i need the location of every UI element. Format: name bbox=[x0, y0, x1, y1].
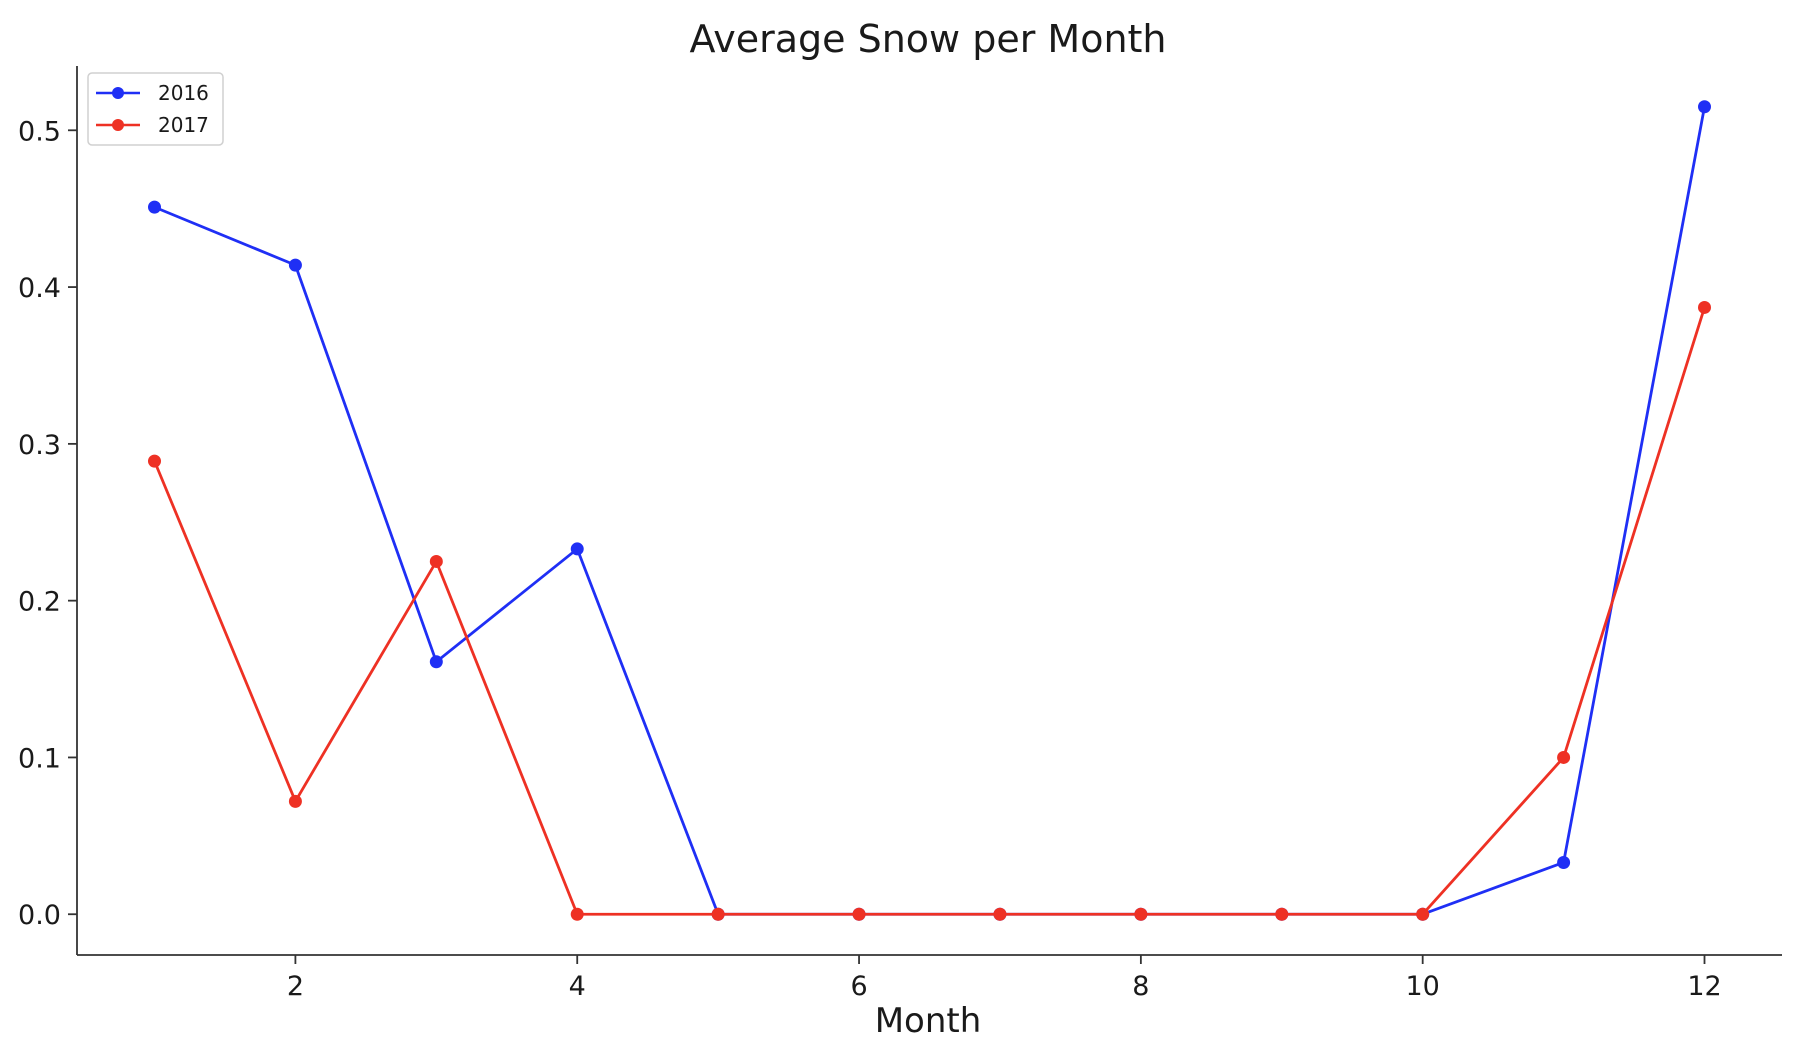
y-tick-label-2: 0.2 bbox=[18, 587, 61, 618]
point-2017-month-1 bbox=[148, 454, 161, 468]
legend-item-2016: 2016 bbox=[96, 81, 209, 105]
y-tick-label-4: 0.4 bbox=[18, 273, 61, 304]
point-2017-month-2 bbox=[288, 794, 302, 808]
legend-marker-2017 bbox=[112, 119, 124, 131]
y-tick-label-0: 0.0 bbox=[18, 900, 61, 931]
x-tick-label-2: 2 bbox=[287, 971, 304, 1002]
x-tick-label-4: 4 bbox=[569, 971, 586, 1002]
point-2017-month-12 bbox=[1698, 300, 1711, 314]
x-tick-label-8: 8 bbox=[1132, 971, 1149, 1002]
point-2017-month-6 bbox=[852, 907, 866, 921]
point-2017-month-10 bbox=[1416, 907, 1430, 921]
chart-title: Average Snow per Month bbox=[689, 17, 1166, 61]
y-ticks: 0.0 0.1 0.2 0.3 0.4 0.5 bbox=[18, 116, 77, 931]
y-tick-label-3: 0.3 bbox=[18, 430, 61, 461]
y-tick-label-1: 0.1 bbox=[18, 743, 61, 774]
point-2017-month-8 bbox=[1134, 907, 1148, 921]
x-tick-label-6: 6 bbox=[850, 971, 867, 1002]
point-2017-month-11 bbox=[1557, 750, 1571, 764]
point-2017-month-5 bbox=[711, 907, 725, 921]
point-2017-month-4 bbox=[570, 907, 584, 921]
legend-label-2016: 2016 bbox=[158, 81, 209, 105]
x-ticks: 2 4 6 8 10 12 bbox=[287, 955, 1722, 1002]
point-2017-month-9 bbox=[1275, 907, 1289, 921]
point-2016-month-1 bbox=[148, 200, 161, 214]
point-2016-month-3 bbox=[429, 655, 443, 669]
x-axis-label: Month bbox=[875, 1001, 982, 1041]
y-tick-label-5: 0.5 bbox=[18, 116, 61, 147]
series-2016 bbox=[148, 100, 1711, 921]
axes bbox=[76, 66, 1782, 956]
x-tick-label-12: 12 bbox=[1687, 971, 1721, 1002]
legend-marker-2016 bbox=[112, 87, 124, 99]
series-2017 bbox=[148, 300, 1711, 921]
point-2016-month-2 bbox=[288, 258, 302, 272]
point-2016-month-4 bbox=[570, 542, 584, 556]
point-2016-month-11 bbox=[1557, 855, 1571, 869]
series-line-2017 bbox=[153, 307, 1706, 916]
series-layer bbox=[148, 100, 1711, 921]
legend: 2016 2017 bbox=[87, 72, 224, 146]
series-line-2016 bbox=[153, 106, 1706, 916]
point-2016-month-12 bbox=[1698, 100, 1711, 114]
point-2017-month-7 bbox=[993, 907, 1007, 921]
legend-label-2017: 2017 bbox=[158, 113, 209, 137]
x-tick-label-10: 10 bbox=[1406, 971, 1440, 1002]
point-2017-month-3 bbox=[429, 554, 443, 568]
legend-item-2017: 2017 bbox=[96, 113, 209, 137]
